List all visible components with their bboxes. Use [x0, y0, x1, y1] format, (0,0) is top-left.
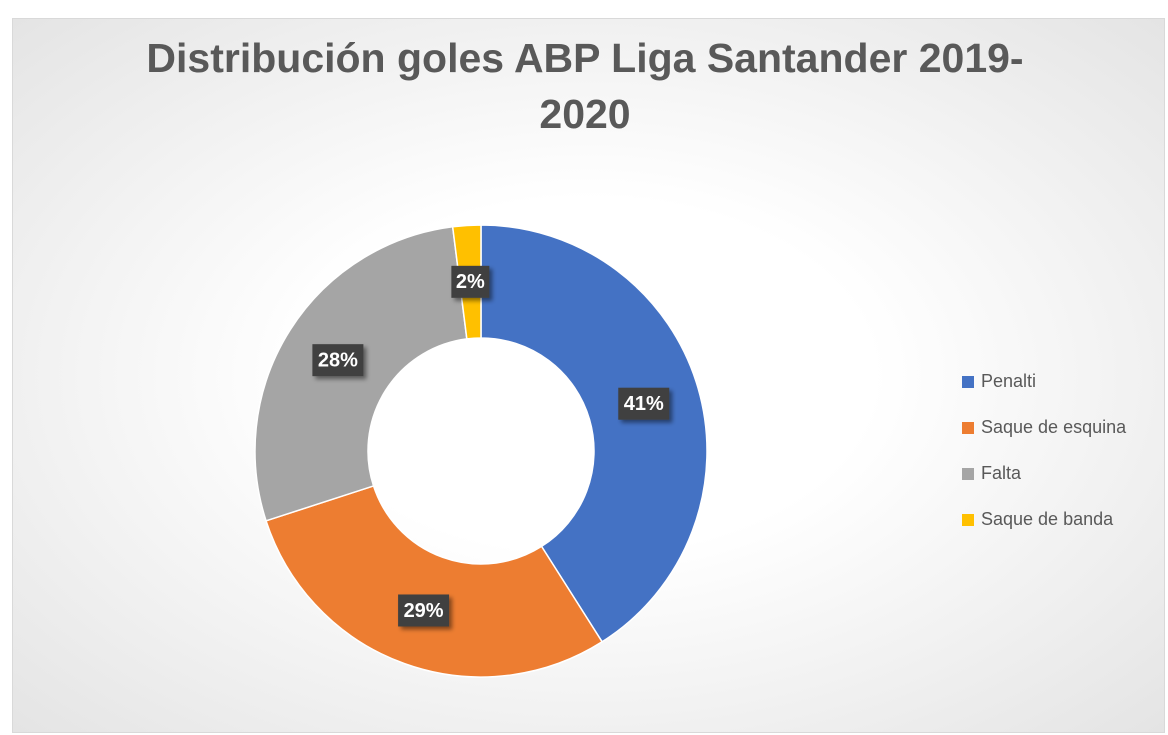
data-label-box: [451, 265, 490, 298]
legend-swatch: [962, 514, 974, 526]
data-label-box: [312, 344, 364, 377]
legend-label: Falta: [981, 463, 1022, 483]
legend-swatch: [962, 422, 974, 434]
legend-label: Saque de banda: [981, 509, 1114, 529]
data-label-box: [618, 387, 670, 420]
legend-label: Saque de esquina: [981, 417, 1127, 437]
legend-label: Penalti: [981, 371, 1036, 391]
legend-swatch: [962, 468, 974, 480]
donut-slice: [480, 224, 708, 643]
data-label: 28%: [318, 349, 358, 371]
data-label-box: [398, 594, 450, 627]
legend-swatch: [962, 376, 974, 388]
data-label: 2%: [456, 271, 485, 293]
chart-title: Distribución goles ABP Liga Santander 20…: [146, 35, 1024, 137]
data-label: 41%: [624, 393, 664, 415]
donut-slice: [265, 484, 604, 678]
data-label: 29%: [404, 600, 444, 622]
